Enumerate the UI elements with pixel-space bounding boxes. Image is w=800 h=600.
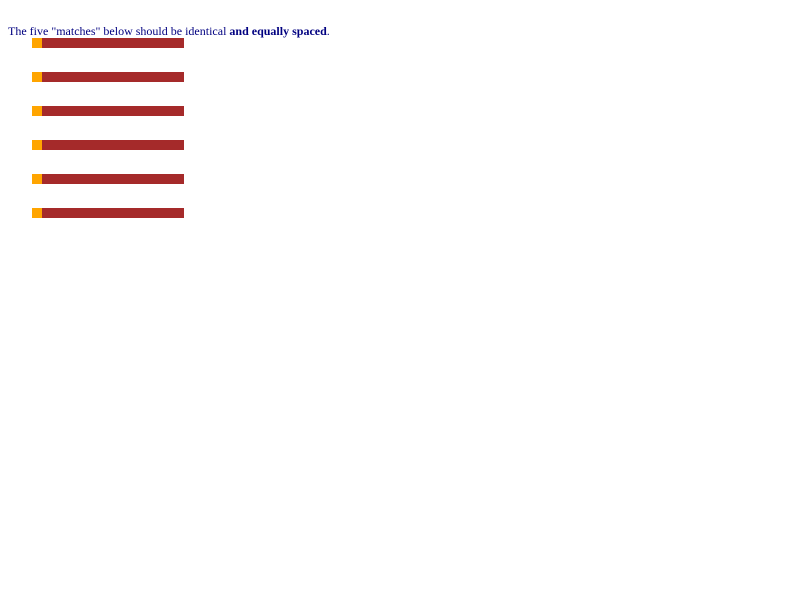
match-stick bbox=[42, 174, 184, 184]
caption-emphasis: and equally spaced bbox=[229, 24, 327, 38]
match-head bbox=[32, 208, 42, 218]
test-caption: The five "matches" below should be ident… bbox=[8, 23, 330, 39]
match-stick bbox=[42, 140, 184, 150]
matches-list bbox=[32, 38, 184, 242]
match bbox=[32, 208, 184, 218]
caption-suffix: . bbox=[326, 24, 330, 38]
match bbox=[32, 106, 184, 116]
match-head bbox=[32, 140, 42, 150]
match-head bbox=[32, 106, 42, 116]
match bbox=[32, 140, 184, 150]
caption-prefix: The five "matches" below should be ident… bbox=[8, 24, 230, 38]
match-stick bbox=[42, 72, 184, 82]
match-head bbox=[32, 174, 42, 184]
match-stick bbox=[42, 38, 184, 48]
match-head bbox=[32, 38, 42, 48]
match-stick bbox=[42, 106, 184, 116]
match bbox=[32, 38, 184, 48]
match-stick bbox=[42, 208, 184, 218]
match-head bbox=[32, 72, 42, 82]
match bbox=[32, 174, 184, 184]
match bbox=[32, 72, 184, 82]
